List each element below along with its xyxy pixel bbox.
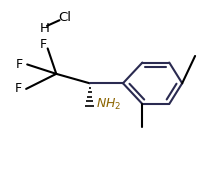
Text: F: F	[39, 38, 47, 51]
Text: Cl: Cl	[58, 11, 71, 24]
Text: F: F	[15, 82, 22, 96]
Text: NH$_2$: NH$_2$	[96, 97, 122, 112]
Text: H: H	[39, 22, 49, 35]
Text: F: F	[16, 58, 23, 71]
